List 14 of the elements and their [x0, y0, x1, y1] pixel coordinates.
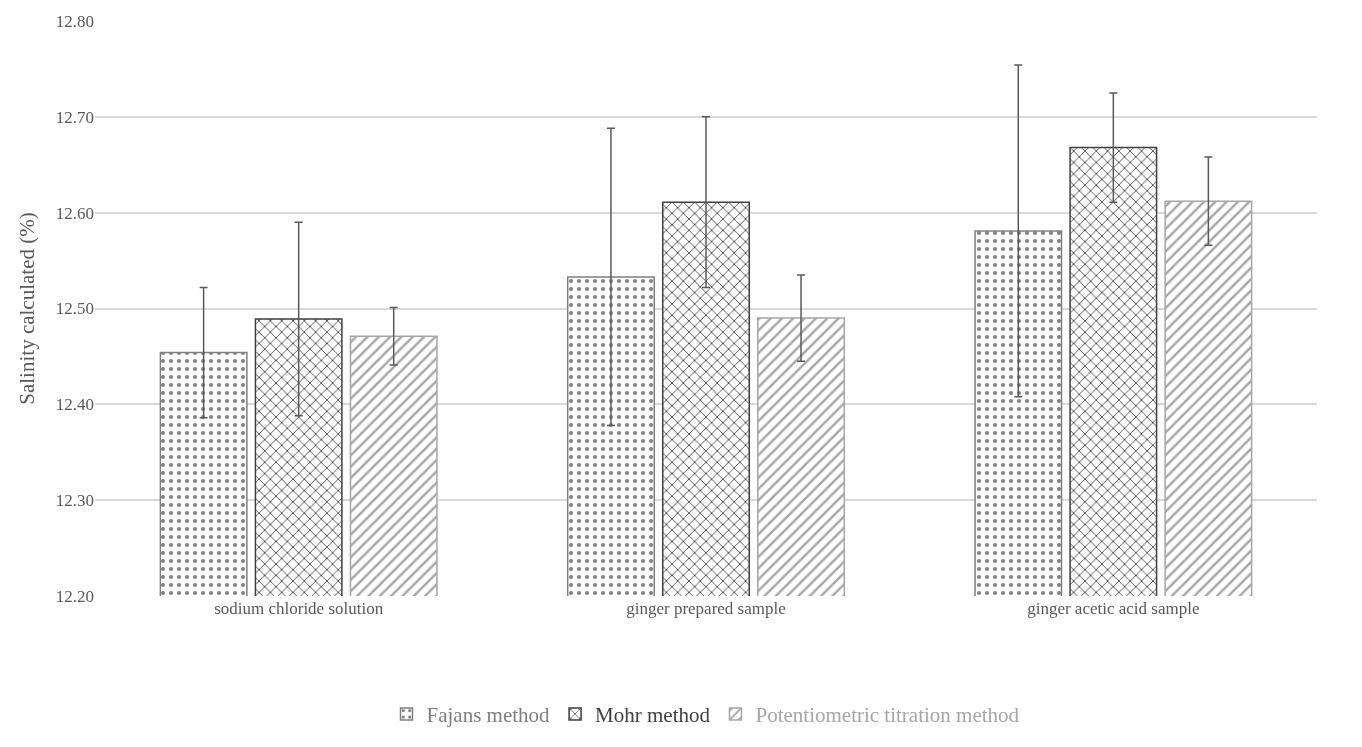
y-tick-label: 12.80	[55, 11, 94, 31]
series-label: Mohr method	[595, 703, 711, 728]
y-tick-label: 12.70	[55, 107, 94, 127]
y-tick-label: 12.60	[55, 203, 94, 223]
series-label: Potentiometric titration method	[755, 703, 1020, 728]
y-tick-label: 12.40	[55, 395, 94, 415]
y-tick-label: 12.30	[55, 491, 94, 511]
x-tick-label: ginger acetic acid sample	[1027, 599, 1200, 618]
y-tick-label: 12.50	[55, 299, 94, 319]
y-axis-title: Salinity calculated (%)	[14, 212, 39, 405]
series-label: Fajans method	[426, 703, 551, 728]
x-tick-label: sodium chloride solution	[214, 599, 384, 618]
x-tick-label: ginger prepared sample	[626, 599, 786, 618]
y-tick-label: 12.20	[55, 586, 94, 606]
